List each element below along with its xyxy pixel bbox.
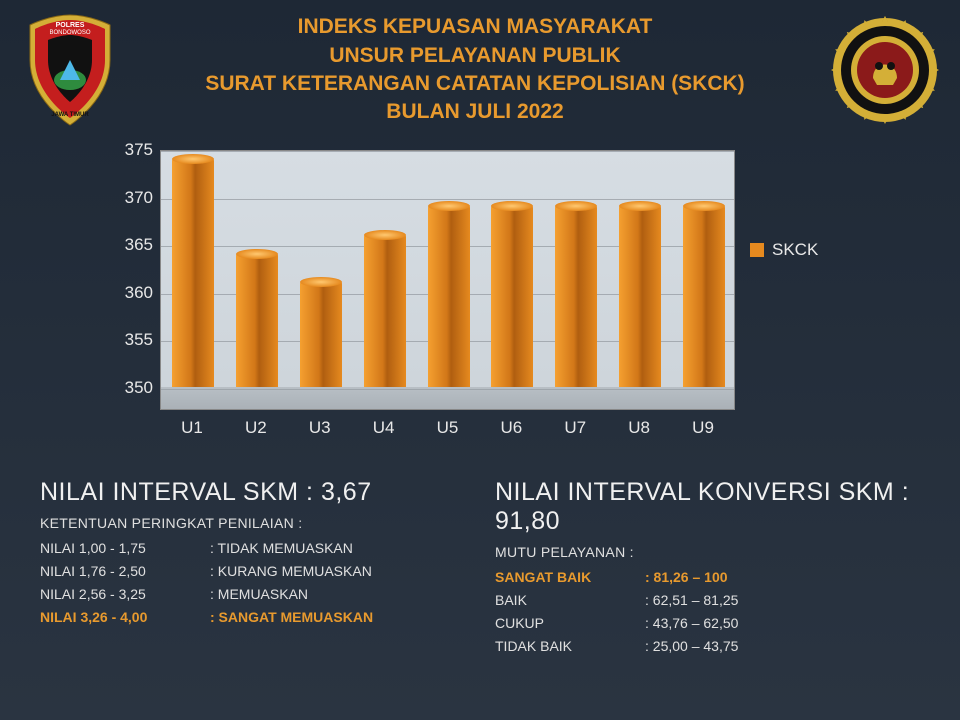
chart-ytick-label: 365 — [105, 235, 153, 255]
left-summary-column: NILAI INTERVAL SKM : 3,67 KETENTUAN PERI… — [40, 478, 465, 658]
summary-section: NILAI INTERVAL SKM : 3,67 KETENTUAN PERI… — [40, 478, 920, 658]
svg-text:JAWA TIMUR: JAWA TIMUR — [51, 112, 89, 118]
summary-row-value: : KURANG MEMUASKAN — [210, 560, 372, 583]
summary-row-key: SANGAT BAIK — [495, 566, 645, 589]
chart-ytick-label: 370 — [105, 188, 153, 208]
right-subhead: MUTU PELAYANAN : — [495, 544, 920, 560]
chart-xtick-label: U5 — [427, 418, 469, 438]
right-summary-column: NILAI INTERVAL KONVERSI SKM : 91,80 MUTU… — [495, 478, 920, 658]
chart-gridline — [161, 389, 734, 390]
chart-ytick-label: 350 — [105, 378, 153, 398]
summary-row-value: : SANGAT MEMUASKAN — [210, 606, 373, 629]
left-subhead: KETENTUAN PERINGKAT PENILAIAN : — [40, 515, 465, 531]
summary-row: NILAI 1,76 - 2,50: KURANG MEMUASKAN — [40, 560, 465, 583]
summary-row: NILAI 3,26 - 4,00: SANGAT MEMUASKAN — [40, 606, 465, 629]
right-rows: SANGAT BAIK: 81,26 – 100BAIK: 62,51 – 81… — [495, 566, 920, 658]
chart-bar — [172, 159, 214, 387]
summary-row-value: : 62,51 – 81,25 — [645, 589, 738, 612]
title-line-1: INDEKS KEPUASAN MASYARAKAT — [135, 13, 815, 41]
summary-row-key: TIDAK BAIK — [495, 635, 645, 658]
summary-row-value: : 81,26 – 100 — [645, 566, 728, 589]
skm-konversi-metric: NILAI INTERVAL KONVERSI SKM : 91,80 — [495, 478, 920, 536]
chart-legend: SKCK — [750, 240, 818, 260]
chart-ytick-label: 375 — [105, 140, 153, 160]
title-line-2: UNSUR PELAYANAN PUBLIK — [135, 42, 815, 70]
title-line-3: SURAT KETERANGAN CATATAN KEPOLISIAN (SKC… — [135, 70, 815, 98]
legend-swatch-icon — [750, 243, 764, 257]
summary-row: BAIK: 62,51 – 81,25 — [495, 589, 920, 612]
title-line-4: BULAN JULI 2022 — [135, 98, 815, 126]
page-title: INDEKS KEPUASAN MASYARAKAT UNSUR PELAYAN… — [135, 13, 815, 126]
chart-bar — [555, 206, 597, 387]
chart-bar — [683, 206, 725, 387]
chart-bar — [428, 206, 470, 387]
summary-row-key: NILAI 1,76 - 2,50 — [40, 560, 210, 583]
chart-ytick-label: 360 — [105, 283, 153, 303]
skck-bar-chart: SKCK 350355360365370375U1U2U3U4U5U6U7U8U… — [105, 150, 845, 450]
summary-row: TIDAK BAIK: 25,00 – 43,75 — [495, 635, 920, 658]
chart-bar — [364, 235, 406, 387]
summary-row-key: NILAI 2,56 - 3,25 — [40, 583, 210, 606]
chart-gridline — [161, 151, 734, 152]
chart-xtick-label: U6 — [490, 418, 532, 438]
chart-bar — [491, 206, 533, 387]
police-badge-left-icon: POLRES BONDOWOSO JAWA TIMUR — [20, 10, 120, 130]
summary-row-value: : MEMUASKAN — [210, 583, 308, 606]
chart-xtick-label: U1 — [171, 418, 213, 438]
summary-row-value: : 25,00 – 43,75 — [645, 635, 738, 658]
chart-plot-area — [160, 150, 735, 410]
summary-row-key: NILAI 1,00 - 1,75 — [40, 537, 210, 560]
svg-text:BONDOWOSO: BONDOWOSO — [49, 30, 90, 36]
summary-row: NILAI 1,00 - 1,75: TIDAK MEMUASKAN — [40, 537, 465, 560]
skm-interval-metric: NILAI INTERVAL SKM : 3,67 — [40, 478, 465, 507]
summary-row-value: : TIDAK MEMUASKAN — [210, 537, 353, 560]
chart-xtick-label: U8 — [618, 418, 660, 438]
chart-xtick-label: U3 — [299, 418, 341, 438]
summary-row: CUKUP: 43,76 – 62,50 — [495, 612, 920, 635]
legend-label: SKCK — [772, 240, 818, 260]
summary-row: SANGAT BAIK: 81,26 – 100 — [495, 566, 920, 589]
chart-gridline — [161, 199, 734, 200]
summary-row-key: BAIK — [495, 589, 645, 612]
summary-row-value: : 43,76 – 62,50 — [645, 612, 738, 635]
chart-floor — [161, 387, 734, 409]
summary-row: NILAI 2,56 - 3,25: MEMUASKAN — [40, 583, 465, 606]
chart-xtick-label: U2 — [235, 418, 277, 438]
seal-right-icon — [830, 15, 940, 125]
summary-row-key: CUKUP — [495, 612, 645, 635]
chart-xtick-label: U9 — [682, 418, 724, 438]
left-rows: NILAI 1,00 - 1,75: TIDAK MEMUASKANNILAI … — [40, 537, 465, 629]
chart-xtick-label: U7 — [554, 418, 596, 438]
summary-row-key: NILAI 3,26 - 4,00 — [40, 606, 210, 629]
chart-ytick-label: 355 — [105, 330, 153, 350]
chart-xtick-label: U4 — [363, 418, 405, 438]
chart-bar — [619, 206, 661, 387]
chart-bar — [300, 282, 342, 387]
svg-text:POLRES: POLRES — [56, 22, 85, 29]
chart-bar — [236, 254, 278, 387]
